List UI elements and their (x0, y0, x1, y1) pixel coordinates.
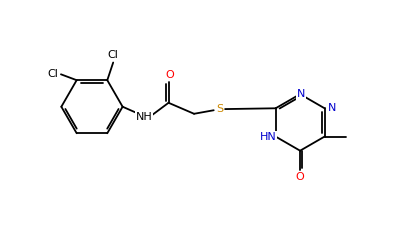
Text: N: N (297, 89, 305, 99)
Text: Cl: Cl (48, 69, 59, 79)
Text: Cl: Cl (108, 50, 119, 60)
Text: NH: NH (136, 112, 152, 122)
Text: N: N (327, 103, 336, 113)
Text: O: O (165, 69, 174, 80)
Text: O: O (296, 172, 305, 182)
Text: HN: HN (259, 132, 276, 142)
Text: S: S (216, 104, 223, 114)
